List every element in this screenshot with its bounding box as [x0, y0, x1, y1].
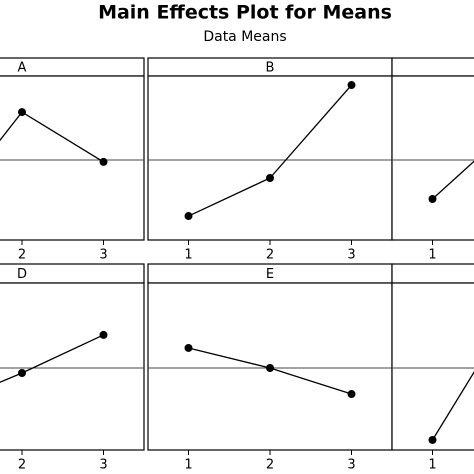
x-tick-label: 3: [99, 248, 107, 263]
data-line: [431, 371, 474, 441]
x-tick-label: 2: [18, 458, 26, 473]
x-tick-label: 2: [266, 248, 274, 263]
data-point: [347, 81, 356, 90]
x-tick-label: 3: [347, 458, 355, 473]
panel-header: [391, 57, 474, 77]
chart-title: Main Effects Plot for Means: [98, 2, 392, 24]
chart-subtitle: Data Means: [203, 29, 286, 45]
panel-title: B: [266, 61, 275, 76]
data-point: [18, 369, 26, 378]
data-point: [428, 435, 437, 444]
panel-header: [391, 263, 474, 284]
x-tick-label: 1: [428, 458, 436, 473]
x-tick-label: 1: [184, 248, 192, 263]
panel-plot: [0, 282, 145, 451]
panel-title: E: [266, 267, 274, 282]
data-point: [428, 195, 437, 203]
panel-plot: [391, 282, 474, 451]
data-point: [184, 212, 193, 221]
data-point: [266, 174, 274, 183]
x-tick-label: 2: [266, 458, 274, 473]
data-point: [347, 390, 356, 399]
data-point: [99, 157, 108, 166]
data-point: [184, 343, 193, 352]
x-tick-label: 3: [99, 458, 107, 473]
data-point: [18, 108, 26, 117]
panel-plot: [391, 75, 474, 241]
x-tick-label: 1: [428, 248, 436, 263]
x-tick-label: 1: [184, 458, 192, 473]
data-point: [99, 330, 108, 339]
panel-title: D: [17, 267, 27, 282]
x-tick-label: 3: [347, 248, 355, 263]
data-line: [432, 160, 474, 200]
x-tick-label: 2: [18, 248, 26, 263]
data-point: [266, 364, 274, 373]
panel-plot: [0, 75, 145, 241]
panel-title: A: [18, 61, 27, 76]
